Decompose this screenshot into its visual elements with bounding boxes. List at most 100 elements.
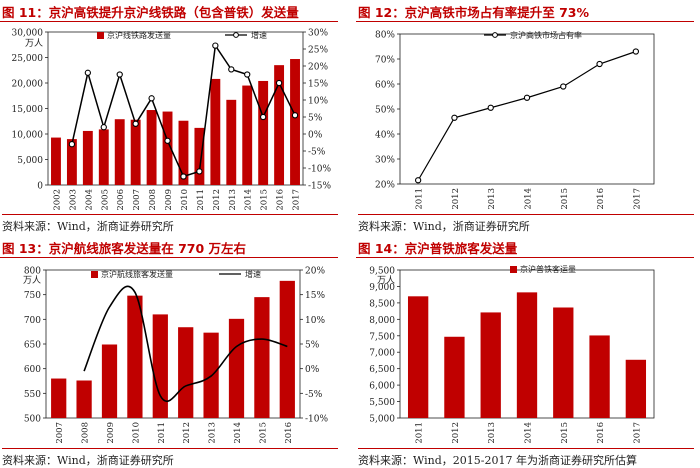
line-marker: [132, 120, 139, 127]
x-tick-label: 2015: [260, 189, 270, 211]
line-marker: [212, 42, 219, 49]
bar: [82, 130, 93, 185]
line-marker: [196, 168, 203, 175]
bar: [210, 78, 221, 185]
x-tick-label: 2014: [524, 422, 534, 444]
chart-panel-fig12: 图 12：京沪高铁市场占有率提升至 73% 20% 30% 40% 50% 60% 70%…: [356, 0, 694, 233]
y-tick-label: 20%: [375, 181, 395, 191]
line-marker: [260, 113, 267, 121]
y-tick-label: 700: [24, 316, 41, 326]
y-tick-label: 550: [24, 390, 41, 400]
y2-tick-label: 30%: [308, 29, 328, 39]
bar: [127, 295, 143, 418]
legend-marker: [492, 32, 498, 38]
legend-label: 京沪航线旅客发送量: [101, 269, 173, 279]
y-tick-label: 5,000: [17, 156, 43, 166]
x-tick-label: 2011: [196, 189, 206, 211]
x-tick-label: 2012: [182, 422, 192, 444]
line-marker: [116, 71, 123, 78]
x-tick-label: 2016: [596, 188, 606, 210]
bar: [101, 344, 118, 418]
y-unit-label: 万人: [25, 38, 43, 49]
y-tick-label: 10,000: [12, 131, 44, 141]
y2-tick-label: 20%: [308, 63, 328, 73]
x-tick-label: 2017: [292, 189, 302, 211]
y-tick-label: 6,000: [369, 382, 395, 392]
bar: [76, 380, 92, 418]
line-marker: [596, 60, 603, 68]
line-marker: [414, 177, 422, 184]
chart-title: 图 12：京沪高铁市场占有率提升至 73%: [358, 5, 590, 20]
y-tick-label: 70%: [375, 56, 395, 66]
bar: [625, 359, 647, 418]
y-tick-label: 9,000: [369, 283, 395, 293]
y-tick-label: 5,000: [369, 415, 395, 425]
x-tick-label: 2004: [84, 189, 94, 211]
legend-label: 增速: [245, 269, 261, 279]
legend-label: 京沪线铁路发送量: [107, 30, 171, 40]
y2-tick-label: -15%: [308, 182, 331, 192]
x-tick-label: 2015: [560, 188, 570, 210]
bar: [51, 378, 67, 418]
chart-title: 图 14：京沪普铁旅客发送量: [358, 241, 518, 256]
bar: [162, 111, 173, 185]
bar: [152, 314, 168, 418]
y-tick-label: 30,000: [12, 29, 44, 39]
x-tick-label: 2012: [451, 422, 461, 444]
y-tick-label: 50%: [375, 106, 395, 116]
bar: [178, 120, 189, 185]
y2-tick-label: 15%: [308, 80, 328, 90]
bar: [274, 65, 285, 185]
bar: [589, 335, 610, 418]
bar: [194, 127, 205, 185]
y-tick-label: 750: [24, 291, 41, 301]
y2-tick-label: 10%: [308, 97, 328, 107]
line-marker: [632, 48, 640, 55]
x-tick-label: 2013: [228, 189, 238, 211]
bar: [279, 280, 295, 418]
bar: [130, 119, 141, 185]
x-tick-label: 2012: [212, 189, 222, 211]
series-line: [417, 50, 637, 181]
y-tick-label: 6,500: [369, 365, 395, 375]
x-tick-label: 2005: [100, 189, 110, 211]
x-tick-label: 2014: [524, 188, 534, 210]
legend-swatch-bar: [97, 32, 104, 39]
y-tick-label: 8,500: [369, 299, 395, 309]
x-tick-label: 2010: [131, 422, 141, 444]
line-marker: [100, 124, 107, 131]
bar: [98, 129, 109, 185]
y-tick-label: 8,000: [369, 316, 395, 326]
plot-frame: [399, 33, 655, 185]
chart-panel-fig13: 图 13：京沪航线旅客发送量在 770 万左右 500 550 600 650 700 7…: [0, 236, 338, 467]
bar: [290, 59, 300, 185]
chart-title-bar: 图 12：京沪高铁市场占有率提升至 73%: [356, 0, 694, 22]
y-tick-label: 7,000: [369, 349, 395, 359]
y2-tick-label: 25%: [308, 46, 328, 56]
chart-title-bar: 图 11：京沪高铁提升京沪线铁路（包含普铁）发送量: [0, 0, 338, 22]
legend-label: 京沪高铁市场占有率: [510, 30, 582, 40]
line-marker: [487, 104, 494, 111]
chart-title-bar: 图 13：京沪航线旅客发送量在 770 万左右: [0, 236, 338, 258]
y-tick-label: 5,500: [369, 398, 395, 408]
x-tick-label: 2016: [596, 422, 606, 444]
y2-tick-label: 15%: [305, 291, 325, 301]
legend-swatch-bar: [510, 266, 517, 273]
y2-tick-label: -5%: [305, 390, 323, 400]
x-tick-label: 2015: [560, 422, 570, 444]
legend-label: 增速: [251, 30, 267, 40]
bar: [146, 110, 157, 185]
line-marker: [180, 173, 187, 180]
x-tick-label: 2006: [116, 189, 126, 211]
x-tick-label: 2017: [632, 422, 642, 444]
y-tick-label: 20,000: [12, 80, 44, 90]
line-marker: [164, 137, 171, 144]
chart-source: 资料来源：Wind，浙商证券研究所: [2, 448, 338, 468]
bar: [242, 85, 253, 185]
y2-tick-label: 0%: [308, 131, 323, 141]
x-tick-label: 2013: [208, 422, 218, 444]
y-tick-label: 7,500: [369, 332, 395, 342]
y2-tick-label: 5%: [308, 114, 323, 124]
bar: [407, 296, 429, 418]
